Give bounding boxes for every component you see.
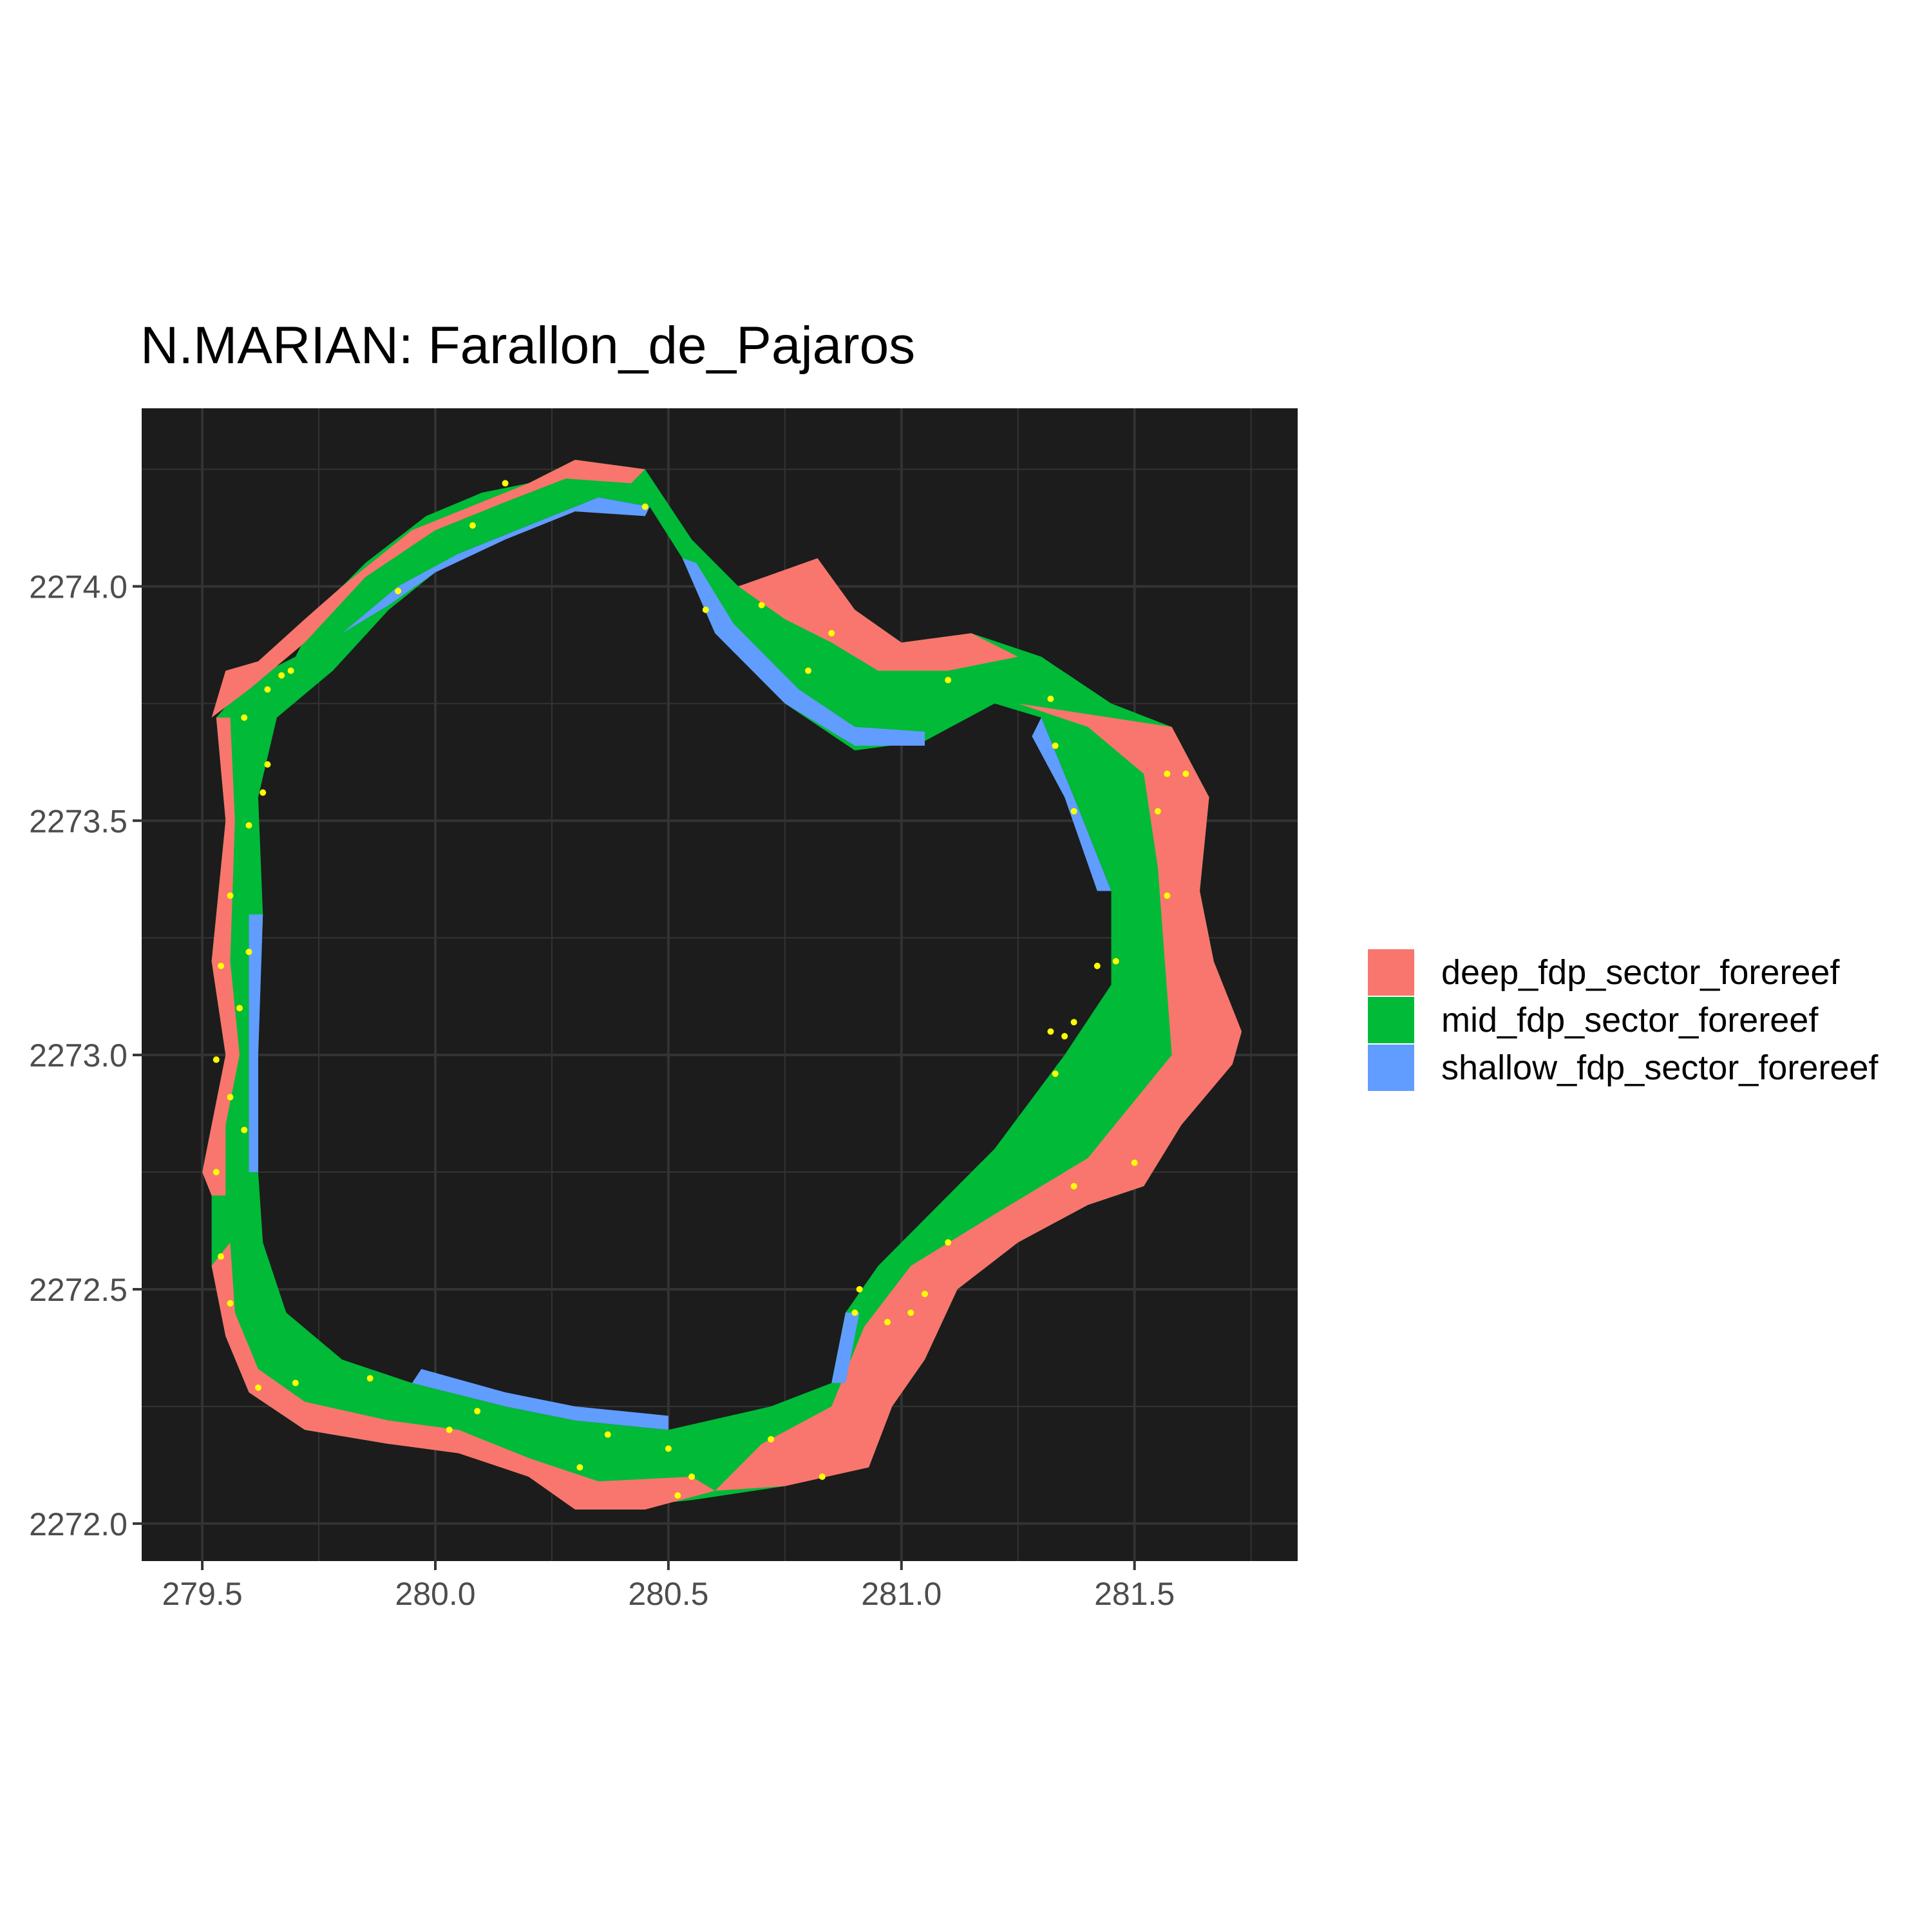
survey-point bbox=[1131, 1159, 1138, 1166]
survey-point bbox=[287, 667, 294, 674]
x-axis: 279.5 280.0 280.5 281.0 281.5 bbox=[162, 1561, 1175, 1612]
survey-point bbox=[702, 606, 709, 613]
survey-point bbox=[227, 1094, 234, 1101]
survey-point bbox=[1094, 962, 1101, 969]
survey-point bbox=[856, 1285, 863, 1293]
y-axis: 2272.0 2272.5 2273.0 2273.5 2274.0 bbox=[29, 569, 142, 1542]
survey-point bbox=[768, 1435, 775, 1443]
survey-point bbox=[641, 503, 649, 510]
survey-point bbox=[1112, 958, 1119, 965]
legend-label-mid: mid_fdp_sector_forereef bbox=[1441, 1001, 1819, 1039]
x-tick-label: 280.5 bbox=[628, 1576, 708, 1612]
deep-zone-patch bbox=[211, 1242, 715, 1510]
survey-point bbox=[828, 630, 835, 637]
survey-point bbox=[1061, 1033, 1068, 1040]
survey-point bbox=[241, 1126, 248, 1133]
y-tick-label: 2273.5 bbox=[29, 803, 128, 839]
survey-point bbox=[604, 1431, 611, 1438]
survey-point bbox=[241, 714, 248, 721]
survey-point bbox=[1047, 1028, 1054, 1035]
deep-zone-patch bbox=[202, 717, 240, 1196]
survey-point bbox=[884, 1318, 891, 1325]
x-tick-label: 281.5 bbox=[1094, 1576, 1175, 1612]
survey-point bbox=[1052, 742, 1059, 749]
shallow-zone-patch bbox=[682, 558, 925, 746]
legend-key-mid bbox=[1368, 997, 1414, 1043]
survey-point bbox=[227, 1300, 234, 1307]
shallow-zone-patch bbox=[831, 1312, 860, 1383]
survey-point bbox=[1164, 770, 1171, 777]
shallow-zone-patch bbox=[342, 497, 650, 634]
survey-point bbox=[218, 1253, 225, 1260]
survey-points bbox=[213, 480, 1189, 1499]
x-tick-label: 279.5 bbox=[162, 1576, 243, 1612]
survey-point bbox=[245, 949, 252, 956]
survey-point bbox=[921, 1291, 928, 1298]
survey-point bbox=[254, 1384, 261, 1391]
survey-point bbox=[446, 1426, 453, 1434]
survey-point bbox=[665, 1445, 672, 1452]
survey-point bbox=[227, 892, 234, 899]
x-tick-label: 281.0 bbox=[861, 1576, 942, 1612]
survey-point bbox=[292, 1379, 299, 1387]
survey-point bbox=[576, 1464, 583, 1471]
shallow-zone-patch bbox=[249, 914, 263, 1173]
survey-point bbox=[474, 1408, 481, 1415]
shallow-zone-patch bbox=[412, 1369, 668, 1430]
survey-point bbox=[245, 822, 252, 829]
legend-key-deep bbox=[1368, 949, 1414, 996]
survey-point bbox=[907, 1309, 914, 1316]
survey-point bbox=[1070, 1182, 1077, 1189]
plot-title: N.MARIAN: Farallon_de_Pajaros bbox=[140, 316, 916, 375]
legend: deep_fdp_sector_forereef mid_fdp_sector_f… bbox=[1368, 949, 1879, 1091]
survey-point bbox=[264, 686, 271, 693]
survey-point bbox=[688, 1473, 696, 1481]
x-tick-label: 280.0 bbox=[395, 1576, 475, 1612]
deep-zone-patch bbox=[715, 703, 1242, 1491]
survey-point bbox=[213, 1056, 220, 1063]
survey-point bbox=[758, 602, 765, 609]
survey-point bbox=[945, 677, 952, 684]
survey-point bbox=[851, 1309, 858, 1316]
survey-point bbox=[819, 1473, 826, 1481]
legend-label-shallow: shallow_fdp_sector_forereef bbox=[1441, 1048, 1879, 1087]
survey-point bbox=[945, 1239, 952, 1246]
survey-point bbox=[1052, 1070, 1059, 1077]
survey-point bbox=[236, 1005, 243, 1012]
legend-label-deep: deep_fdp_sector_forereef bbox=[1441, 953, 1840, 992]
reef-deep-zone bbox=[202, 460, 1242, 1510]
survey-point bbox=[1070, 808, 1077, 815]
reef-shallow-zone bbox=[249, 497, 1112, 1430]
survey-point bbox=[1154, 808, 1161, 815]
survey-point bbox=[674, 1492, 681, 1499]
survey-point bbox=[366, 1375, 374, 1382]
survey-point bbox=[1182, 770, 1189, 777]
survey-point bbox=[1047, 696, 1054, 703]
y-tick-label: 2272.5 bbox=[29, 1272, 128, 1308]
y-tick-label: 2272.0 bbox=[29, 1506, 128, 1542]
legend-key-shallow bbox=[1368, 1045, 1414, 1091]
survey-point bbox=[260, 789, 267, 796]
survey-point bbox=[395, 587, 402, 594]
survey-point bbox=[264, 761, 271, 768]
survey-point bbox=[1164, 892, 1171, 899]
y-tick-label: 2274.0 bbox=[29, 569, 128, 605]
shallow-zone-patch bbox=[1032, 717, 1112, 891]
survey-point bbox=[1070, 1019, 1077, 1026]
survey-point bbox=[213, 1169, 220, 1176]
survey-point bbox=[805, 667, 812, 674]
survey-point bbox=[502, 480, 509, 487]
y-tick-label: 2273.0 bbox=[29, 1037, 128, 1074]
survey-point bbox=[218, 962, 225, 969]
survey-point bbox=[278, 672, 285, 679]
survey-point bbox=[469, 522, 476, 529]
deep-zone-patch bbox=[738, 558, 1018, 671]
